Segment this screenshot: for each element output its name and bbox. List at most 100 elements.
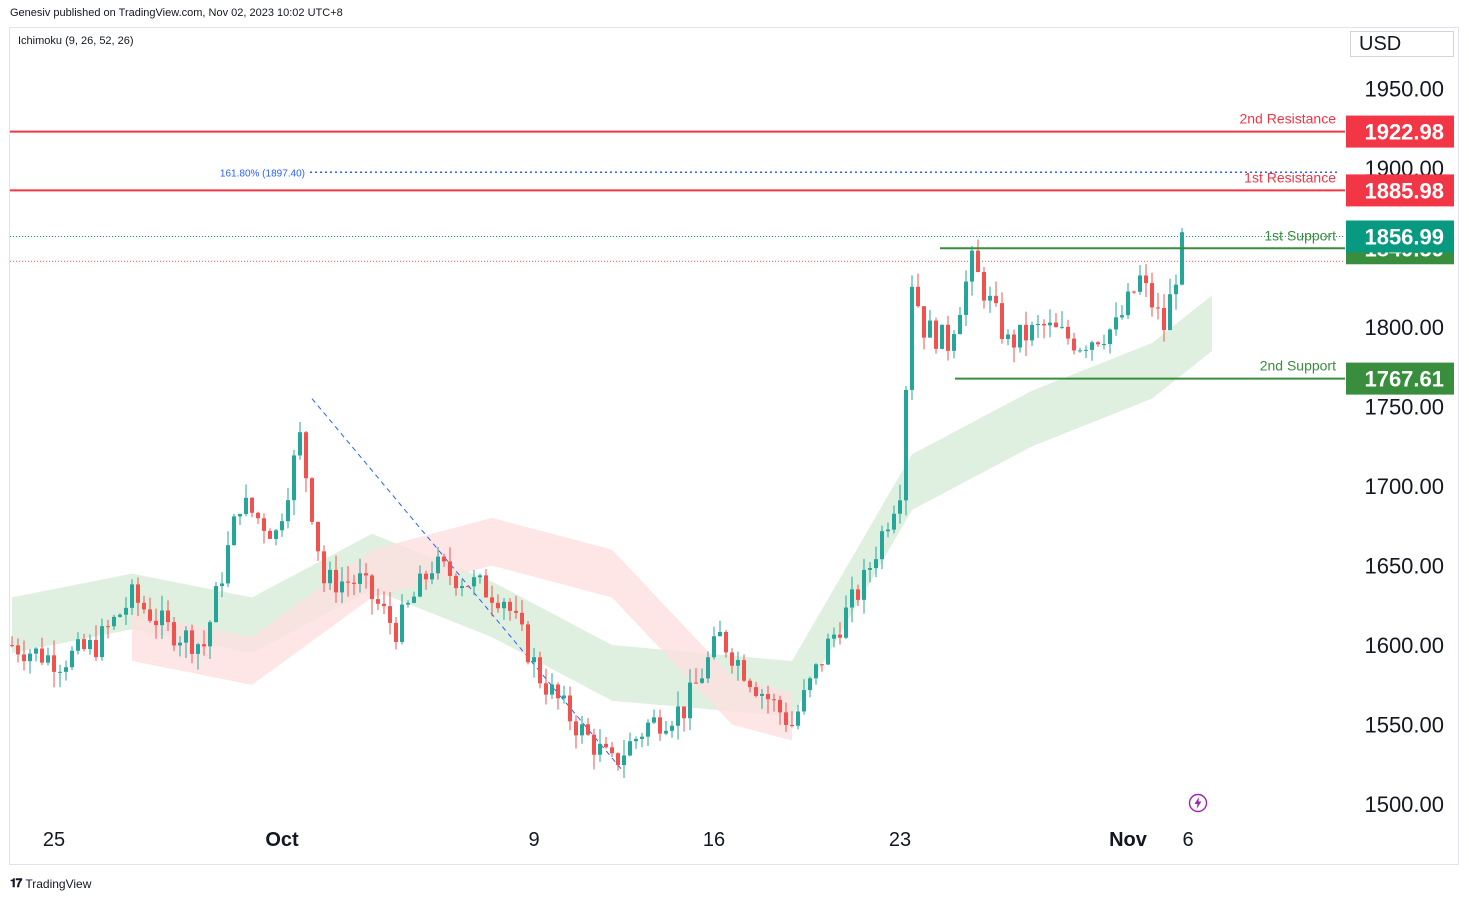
candle-body <box>1156 307 1160 309</box>
candle-body <box>970 250 974 282</box>
candle-body <box>436 556 440 574</box>
candle-body <box>1138 275 1142 292</box>
candle-body <box>820 664 824 666</box>
level-price-tag-bg <box>1346 115 1454 148</box>
candle-body <box>592 734 596 755</box>
candle-body <box>1036 323 1040 325</box>
candle-body <box>586 724 590 735</box>
current-price-tag: 1856.99 <box>1364 225 1444 250</box>
candle-body <box>784 712 788 725</box>
candle-body <box>286 500 290 522</box>
candle-body <box>958 314 962 335</box>
candle-body <box>16 645 20 655</box>
candle-body <box>346 581 350 583</box>
candle-body <box>142 602 146 610</box>
candle-body <box>1030 324 1034 341</box>
candle-body <box>280 521 284 531</box>
candle-body <box>1120 315 1124 318</box>
candle-body <box>268 530 272 539</box>
candle-body <box>22 654 26 662</box>
candle-body <box>1066 326 1070 339</box>
candle-body <box>796 711 800 726</box>
candle-body <box>1084 349 1088 351</box>
candle-body <box>298 432 302 456</box>
candle-body <box>304 432 308 479</box>
candle-body <box>724 631 728 653</box>
candle-body <box>844 607 848 638</box>
y-tick-label: 1550.00 <box>1364 713 1444 738</box>
candle-body <box>868 568 872 570</box>
candle-body <box>94 639 98 658</box>
x-tick-label: Oct <box>265 829 299 851</box>
candle-body <box>310 478 314 522</box>
candle-body <box>1162 307 1166 331</box>
candle-body <box>910 286 914 390</box>
candle-body <box>1072 338 1076 351</box>
candle-body <box>262 518 266 531</box>
candle-body <box>568 695 572 722</box>
candle-body <box>490 597 494 603</box>
candle-body <box>598 743 602 755</box>
candle-body <box>256 512 260 519</box>
fib-label: 161.80% (1897.40) <box>220 168 305 179</box>
candle-body <box>808 678 812 691</box>
candle-body <box>856 589 860 600</box>
candle-body <box>226 545 230 584</box>
lightning-icon[interactable] <box>1188 793 1208 813</box>
candle-body <box>1108 329 1112 345</box>
candle-body <box>688 682 692 719</box>
x-tick-label: 9 <box>528 829 539 851</box>
candle-body <box>496 602 500 609</box>
x-tick-label: 6 <box>1182 829 1193 851</box>
candle-body <box>1168 294 1172 331</box>
y-tick-label: 1950.00 <box>1364 77 1444 102</box>
candle-body <box>1024 324 1028 341</box>
candle-body <box>430 573 434 580</box>
y-tick-label: 1750.00 <box>1364 395 1444 420</box>
candle-body <box>220 583 224 587</box>
candle-body <box>676 706 680 726</box>
current-price-tag-bg <box>1346 220 1454 253</box>
candle-body <box>28 653 32 662</box>
candle-body <box>646 722 650 737</box>
candle-body <box>742 660 746 681</box>
candle-body <box>532 657 536 663</box>
candle-body <box>556 684 560 699</box>
candle-body <box>790 724 794 726</box>
candle-body <box>934 320 938 349</box>
currency-selector[interactable]: USD <box>1350 31 1454 57</box>
candle-body <box>1096 342 1100 345</box>
candle-body <box>580 724 584 736</box>
candle-body <box>898 500 902 514</box>
candle-body <box>130 584 134 608</box>
candle-body <box>328 569 332 584</box>
candle-body <box>700 678 704 683</box>
candle-body <box>628 741 632 756</box>
indicator-label[interactable]: Ichimoku (9, 26, 52, 26) <box>18 35 134 47</box>
candle-body <box>1054 322 1058 328</box>
candle-body <box>544 683 548 695</box>
candle-body <box>640 736 644 739</box>
level-price-tag: 1767.61 <box>1364 367 1444 392</box>
candle-body <box>232 516 236 546</box>
candle-body <box>340 581 344 593</box>
candle-body <box>70 650 74 668</box>
candle-body <box>664 730 668 734</box>
candle-body <box>1114 317 1118 330</box>
candle-body <box>502 601 506 609</box>
x-tick-label: 23 <box>889 829 911 851</box>
candle-body <box>358 573 362 584</box>
y-tick-label: 1700.00 <box>1364 474 1444 499</box>
candle-body <box>526 624 530 663</box>
candle-body <box>562 695 566 699</box>
candle-body <box>244 497 248 514</box>
candle-body <box>652 717 656 723</box>
candle-body <box>622 755 626 766</box>
candle-body <box>1102 344 1106 346</box>
candle-body <box>850 589 854 608</box>
candle-body <box>508 601 512 611</box>
level-label: 2nd Support <box>1260 358 1336 374</box>
candle-body <box>610 747 614 754</box>
candle-body <box>34 648 38 654</box>
